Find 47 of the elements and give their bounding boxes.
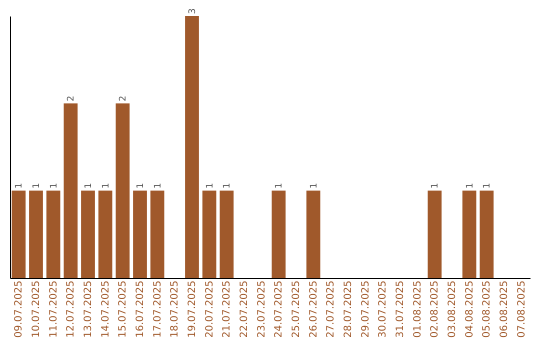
x-tick-label: 04.08.2025 [464, 280, 476, 338]
x-tick-label: 09.07.2025 [14, 280, 25, 338]
data-label: 3 [188, 8, 198, 14]
x-tick-label: 18.07.2025 [170, 280, 181, 338]
x-tick-label: 23.07.2025 [256, 280, 268, 338]
x-tick-label: 07.08.2025 [516, 280, 528, 338]
data-label: 2 [118, 96, 129, 102]
x-tick-label: 05.08.2025 [482, 280, 493, 338]
x-tick-label: 02.08.2025 [430, 280, 441, 338]
data-label: 1 [101, 182, 112, 189]
data-label: 1 [465, 182, 476, 189]
x-tick-label: 30.07.2025 [378, 280, 389, 338]
x-tick-label: 28.07.2025 [343, 280, 354, 338]
data-label: 2 [66, 96, 77, 102]
data-label: 1 [482, 182, 493, 189]
x-tick-label: 22.07.2025 [239, 280, 250, 338]
x-tick-label: 11.07.2025 [48, 280, 60, 338]
x-tick-label: 24.07.2025 [274, 280, 285, 338]
x-tick-label: 19.07.2025 [187, 280, 198, 338]
x-tick-label: 27.07.2025 [326, 280, 337, 338]
x-tick-label: 13.07.2025 [83, 280, 94, 338]
data-label: 1 [49, 182, 60, 189]
data-label: 1 [153, 182, 164, 189]
x-tick-label: 12.07.2025 [66, 280, 77, 338]
data-label: 1 [205, 182, 216, 189]
x-tick-label: 01.08.2025 [412, 280, 424, 338]
x-tick-label: 14.07.2025 [100, 280, 112, 338]
x-tick-label: 26.07.2025 [308, 280, 320, 338]
data-label: 1 [274, 182, 285, 189]
data-label: 1 [136, 182, 146, 189]
x-tick-label: 25.07.2025 [291, 280, 302, 338]
data-label: 1 [430, 182, 441, 189]
x-tick-label: 16.07.2025 [135, 280, 146, 338]
data-label: 1 [309, 182, 320, 189]
data-label: 1 [222, 182, 233, 189]
data-label: 1 [14, 182, 25, 189]
x-tick-label: 20.07.2025 [204, 280, 216, 338]
x-tick-label: 03.08.2025 [447, 280, 458, 338]
x-tick-label: 06.08.2025 [499, 280, 510, 338]
x-tick-label: 21.07.2025 [222, 280, 233, 338]
data-label: 1 [32, 182, 42, 189]
data-label: 1 [84, 182, 94, 189]
x-tick-label: 10.07.2025 [31, 280, 42, 338]
x-tick-label: 15.07.2025 [118, 280, 129, 338]
x-tick-label: 29.07.2025 [360, 280, 372, 338]
x-tick-label: 31.07.2025 [395, 280, 406, 338]
x-tick-label: 17.07.2025 [152, 280, 164, 338]
